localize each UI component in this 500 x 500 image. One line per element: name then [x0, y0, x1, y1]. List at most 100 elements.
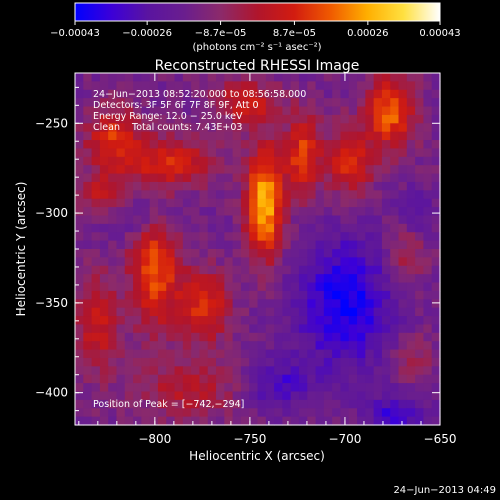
heatmap-cell	[365, 324, 375, 334]
heatmap-cell	[240, 181, 250, 191]
heatmap-cell	[207, 341, 217, 351]
heatmap-cell	[357, 366, 366, 376]
heatmap-cell	[141, 416, 151, 426]
heatmap-cell	[357, 123, 366, 133]
heatmap-cell	[381, 391, 391, 401]
heatmap-cell	[249, 391, 259, 401]
heatmap-cell	[357, 290, 366, 300]
heatmap-cell	[224, 249, 234, 258]
heatmap-cell	[332, 131, 342, 141]
heatmap-cell	[282, 332, 292, 342]
heatmap-cell	[406, 73, 416, 82]
heatmap-cell	[224, 98, 234, 108]
heatmap-cell	[340, 140, 350, 150]
heatmap-cell	[166, 416, 176, 426]
heatmap-cell	[274, 383, 283, 393]
heatmap-cell	[240, 290, 250, 300]
heatmap-cell	[307, 324, 317, 334]
heatmap-cell	[157, 399, 167, 409]
heatmap-cell	[323, 416, 333, 426]
heatmap-cell	[91, 391, 101, 401]
heatmap-cell	[323, 383, 333, 393]
heatmap-cell	[381, 408, 391, 418]
heatmap-cell	[191, 416, 201, 426]
heatmap-cell	[157, 181, 167, 191]
heatmap-cell	[323, 324, 333, 334]
heatmap-cell	[141, 190, 151, 200]
heatmap-cell	[224, 123, 234, 133]
heatmap-cell	[174, 274, 184, 284]
heatmap-cell	[174, 240, 184, 250]
heatmap-cell	[298, 73, 308, 82]
heatmap-cell	[431, 332, 441, 342]
heatmap-cell	[298, 391, 308, 401]
heatmap-cell	[232, 114, 242, 124]
heatmap-cell	[332, 106, 342, 116]
heatmap-cell	[315, 282, 325, 292]
heatmap-cell	[75, 207, 84, 217]
heatmap-cell	[381, 366, 391, 376]
heatmap-cell	[274, 89, 283, 99]
heatmap-cell	[332, 156, 342, 166]
heatmap-cell	[133, 165, 142, 175]
heatmap-cell	[207, 357, 217, 367]
heatmap-cell	[357, 257, 366, 267]
heatmap-cell	[191, 156, 201, 166]
heatmap-cell	[75, 257, 84, 267]
heatmap-cell	[91, 290, 101, 300]
heatmap-cell	[290, 81, 300, 91]
heatmap-cell	[390, 73, 400, 82]
heatmap-cell	[174, 181, 184, 191]
heatmap-cell	[381, 173, 391, 183]
heatmap-cell	[199, 165, 209, 175]
heatmap-cell	[348, 332, 358, 342]
heatmap-cell	[232, 391, 242, 401]
heatmap-cell	[91, 399, 101, 409]
heatmap-cell	[390, 290, 400, 300]
heatmap-cell	[216, 274, 225, 284]
heatmap-cell	[431, 215, 441, 225]
heatmap-cell	[307, 223, 317, 233]
heatmap-cell	[216, 131, 225, 141]
heatmap-cell	[282, 181, 292, 191]
heatmap-cell	[75, 316, 84, 326]
heatmap-cell	[423, 207, 433, 217]
heatmap-cell	[149, 89, 159, 99]
heatmap-cell	[149, 366, 159, 376]
heatmap-cell	[274, 399, 283, 409]
heatmap-cell	[141, 165, 151, 175]
heatmap-cell	[265, 198, 275, 208]
heatmap-cell	[166, 207, 176, 217]
heatmap-cell	[75, 140, 84, 150]
heatmap-cell	[290, 140, 300, 150]
heatmap-cell	[265, 156, 275, 166]
heatmap-cell	[340, 249, 350, 258]
heatmap-cell	[224, 366, 234, 376]
heatmap-cell	[83, 215, 93, 225]
heatmap-cell	[116, 131, 126, 141]
heatmap-cell	[398, 223, 408, 233]
heatmap-cell	[141, 73, 151, 82]
heatmap-cell	[365, 98, 375, 108]
heatmap-cell	[240, 316, 250, 326]
heatmap-cell	[381, 232, 391, 242]
heatmap-cell	[83, 341, 93, 351]
heatmap-cell	[431, 181, 441, 191]
heatmap-cell	[340, 215, 350, 225]
heatmap-cell	[249, 232, 259, 242]
heatmap-cell	[298, 349, 308, 359]
heatmap-cell	[91, 265, 101, 275]
heatmap-cell	[340, 173, 350, 183]
heatmap-cell	[282, 349, 292, 359]
heatmap-cell	[83, 140, 93, 150]
heatmap-cell	[207, 148, 217, 158]
heatmap-cell	[390, 198, 400, 208]
heatmap-cell	[381, 324, 391, 334]
heatmap-cell	[108, 190, 118, 200]
heatmap-cell	[282, 240, 292, 250]
heatmap-cell	[166, 232, 176, 242]
heatmap-cell	[290, 131, 300, 141]
heatmap-cell	[315, 374, 325, 384]
heatmap-cell	[373, 290, 383, 300]
heatmap-cell	[116, 123, 126, 133]
